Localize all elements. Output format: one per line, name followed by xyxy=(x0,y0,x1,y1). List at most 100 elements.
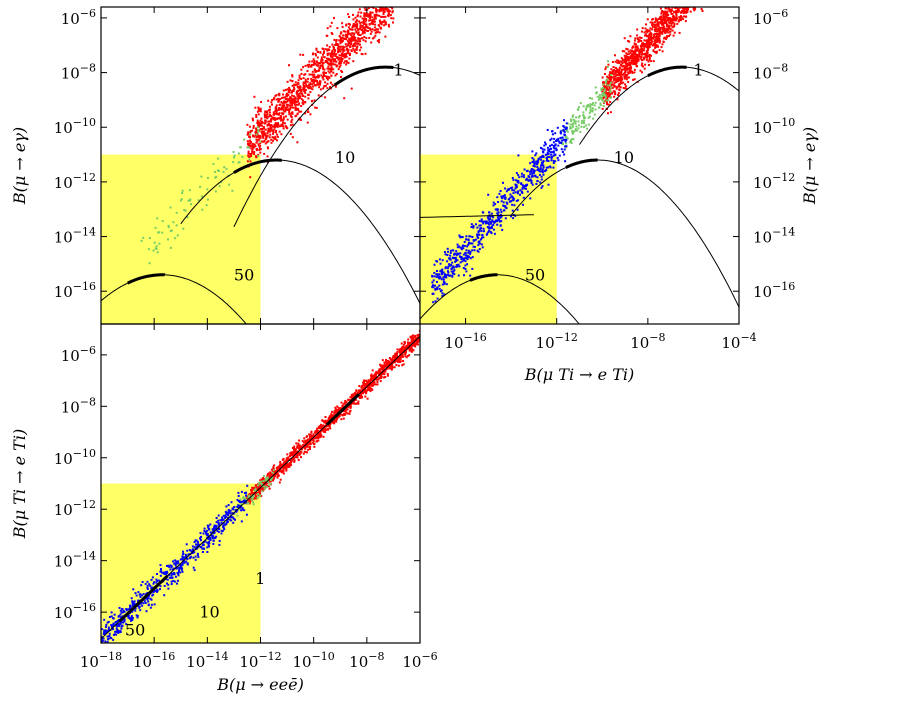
red-point xyxy=(266,484,269,487)
blue-point xyxy=(446,260,449,263)
red-point xyxy=(264,482,267,485)
red-point xyxy=(280,117,282,120)
green-point xyxy=(577,127,580,130)
red-point xyxy=(652,49,655,52)
green-point xyxy=(573,119,576,122)
red-point xyxy=(337,56,340,59)
red-point xyxy=(260,121,263,124)
blue-point xyxy=(512,192,515,195)
blue-point xyxy=(500,195,503,198)
red-point xyxy=(631,49,633,52)
red-point xyxy=(269,119,272,122)
red-point xyxy=(310,80,313,82)
red-point xyxy=(296,103,298,106)
red-point xyxy=(254,496,256,499)
blue-point xyxy=(498,192,501,195)
red-point xyxy=(316,427,319,430)
red-point xyxy=(343,56,346,59)
red-point xyxy=(251,486,254,489)
blue-point xyxy=(552,154,555,157)
red-point xyxy=(414,335,417,338)
red-point xyxy=(278,107,280,110)
blue-point xyxy=(541,169,544,172)
red-point xyxy=(274,106,277,109)
red-point xyxy=(359,15,362,18)
red-point xyxy=(377,28,380,31)
red-point xyxy=(334,58,336,61)
red-point xyxy=(635,53,638,56)
blue-point xyxy=(547,183,550,186)
red-point xyxy=(658,49,661,52)
blue-point xyxy=(496,223,499,226)
red-point xyxy=(356,42,359,45)
blue-point xyxy=(543,144,546,147)
red-point xyxy=(369,386,372,389)
red-point xyxy=(293,460,296,463)
red-point xyxy=(317,439,320,442)
red-point xyxy=(293,83,296,86)
red-point xyxy=(644,52,647,55)
red-point xyxy=(273,125,276,128)
red-point xyxy=(625,87,628,90)
red-point xyxy=(389,365,392,368)
blue-point xyxy=(449,258,452,261)
red-point xyxy=(308,83,311,86)
green-point xyxy=(577,120,580,123)
red-point xyxy=(631,70,633,73)
red-point xyxy=(287,90,290,93)
red-point xyxy=(316,61,318,64)
red-point xyxy=(345,24,348,27)
red-point xyxy=(400,354,403,357)
blue-point xyxy=(435,276,438,279)
red-point xyxy=(257,153,260,156)
red-point xyxy=(665,38,668,40)
red-point xyxy=(350,28,353,31)
red-point xyxy=(356,14,359,17)
blue-point xyxy=(519,193,521,196)
red-point xyxy=(277,474,280,477)
red-point xyxy=(287,108,290,111)
red-point xyxy=(291,457,294,460)
red-point xyxy=(313,60,316,62)
red-point xyxy=(668,27,671,30)
red-point xyxy=(315,47,318,50)
blue-point xyxy=(490,222,492,225)
green-point xyxy=(589,103,592,106)
red-point xyxy=(346,408,349,411)
blue-point xyxy=(493,221,496,224)
red-point xyxy=(624,83,627,86)
blue-point xyxy=(444,274,447,277)
blue-point xyxy=(465,270,468,273)
blue-point xyxy=(441,292,444,295)
red-point xyxy=(329,86,331,88)
red-point xyxy=(620,64,623,67)
red-point xyxy=(307,448,310,451)
green-point xyxy=(582,121,585,124)
red-point xyxy=(370,376,373,379)
green-point xyxy=(597,98,600,101)
green-point xyxy=(223,166,226,169)
red-point xyxy=(321,47,324,50)
red-point xyxy=(330,21,333,24)
red-point xyxy=(253,153,256,155)
green-point xyxy=(174,237,177,240)
blue-point xyxy=(525,170,528,173)
red-point xyxy=(392,361,395,364)
blue-point xyxy=(522,203,524,206)
red-point xyxy=(666,36,669,39)
red-point xyxy=(334,55,337,58)
green-point xyxy=(182,227,185,230)
red-point xyxy=(361,395,364,398)
red-point xyxy=(671,29,674,32)
red-point xyxy=(644,55,647,58)
red-point xyxy=(634,57,637,59)
red-point xyxy=(606,102,608,105)
green-point xyxy=(566,130,569,133)
blue-point xyxy=(498,218,501,221)
red-point xyxy=(288,464,291,467)
red-point xyxy=(296,85,299,88)
red-point xyxy=(286,463,289,466)
blue-point xyxy=(481,220,484,223)
blue-point xyxy=(515,185,518,188)
